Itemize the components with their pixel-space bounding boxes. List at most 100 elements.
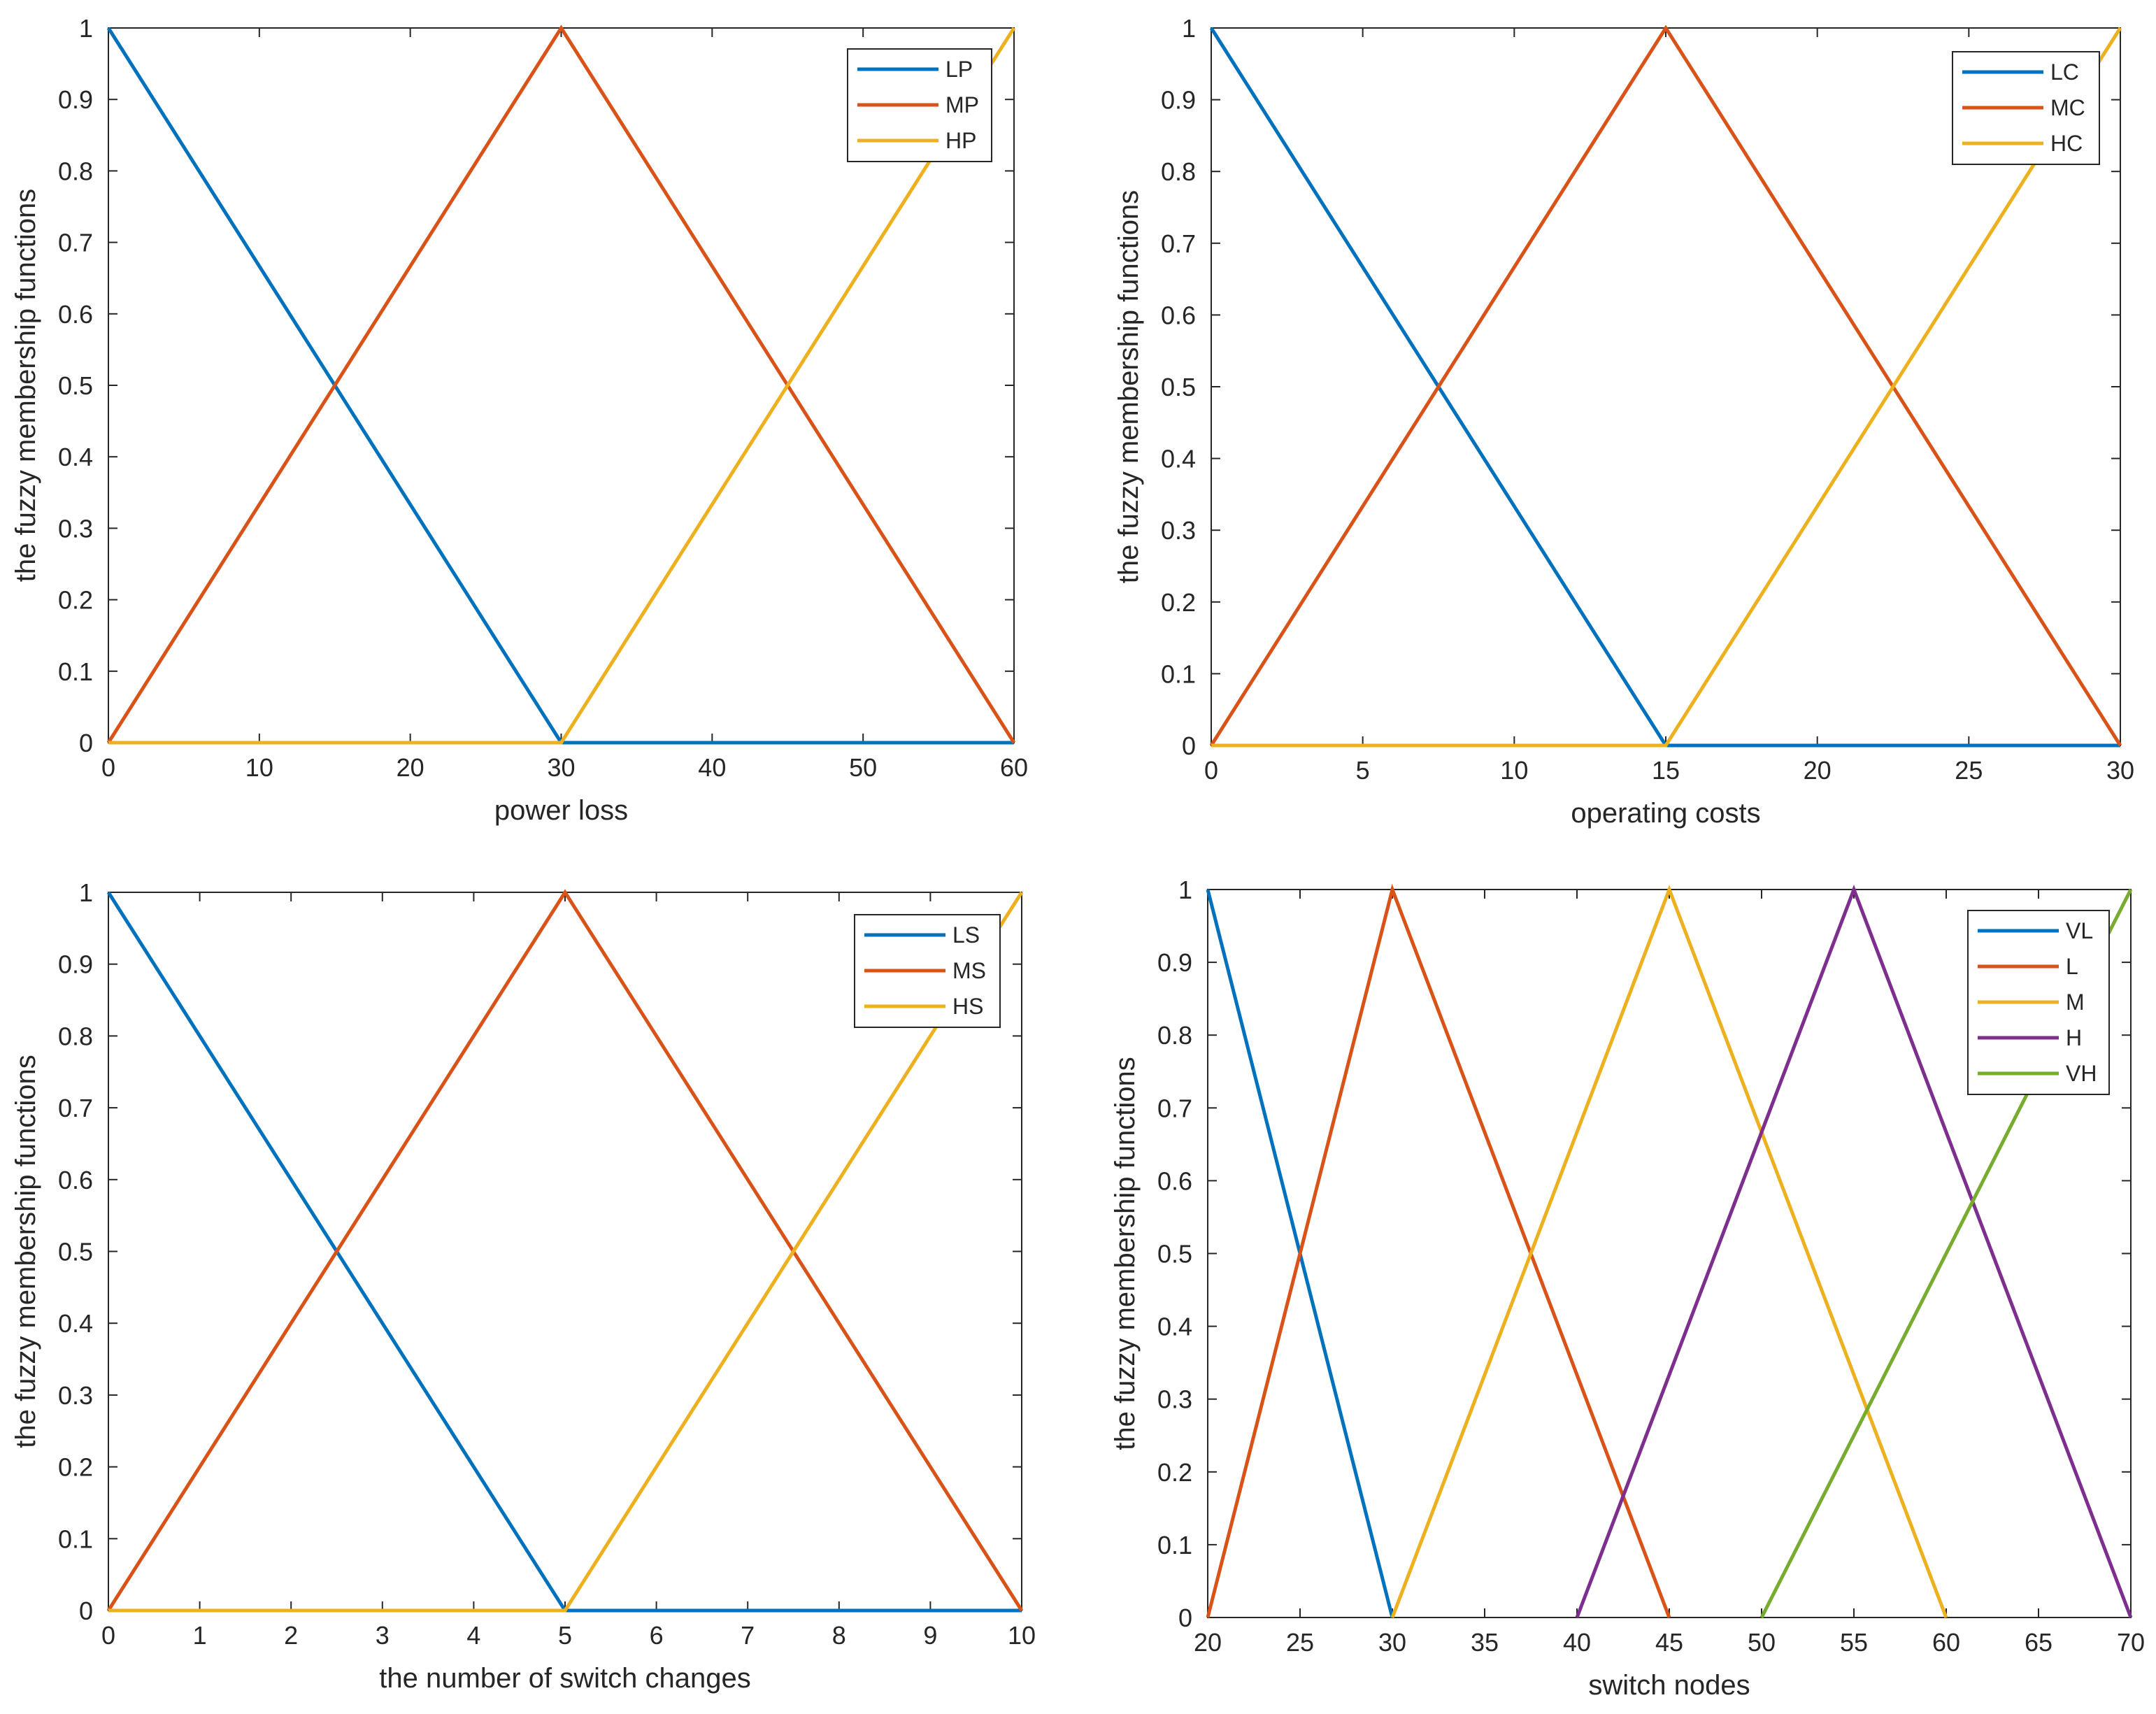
- x-tick-label: 55: [1840, 1628, 1868, 1657]
- x-tick-label: 65: [2025, 1628, 2053, 1657]
- legend-label-ls: LS: [952, 922, 980, 948]
- series-line-l: [1206, 883, 1671, 1618]
- x-tick-label: 40: [1563, 1628, 1591, 1657]
- x-tick-label: 30: [1378, 1628, 1406, 1657]
- y-tick-label: 0.5: [58, 1238, 93, 1266]
- series-line-h: [1575, 884, 2133, 1618]
- legend-label-l: L: [2066, 954, 2078, 979]
- x-tick-label: 0: [1204, 756, 1218, 785]
- y-tick-label: 1: [79, 878, 93, 907]
- y-tick-label: 0.5: [1161, 373, 1196, 401]
- x-tick-label: 3: [376, 1621, 390, 1650]
- y-tick-label: 0.7: [58, 1094, 93, 1122]
- y-tick-label: 0.7: [1161, 229, 1196, 258]
- y-tick-label: 0: [1182, 731, 1196, 760]
- legend: VL LMH VH: [1967, 910, 2110, 1095]
- y-tick-label: 0.6: [1161, 301, 1196, 329]
- legend-label-h: H: [2066, 1025, 2082, 1050]
- y-tick-label: 0.8: [1157, 1021, 1192, 1050]
- legend-label-hc: HC: [2050, 131, 2083, 156]
- y-tick-label: 1: [79, 14, 93, 43]
- series-line-ms: [106, 889, 1024, 1612]
- x-axis-label: the number of switch changes: [379, 1663, 750, 1694]
- series-line-m: [1390, 884, 1948, 1618]
- x-tick-label: 30: [547, 753, 575, 782]
- y-tick-label: 0.3: [58, 514, 93, 543]
- x-tick-label: 7: [741, 1621, 755, 1650]
- panel-switch-changes: 0 1 2 3 4 5 6 7 8 9 10 0 0.1 0.2 0.3 0.4 0.5 0.6 0.7 0.8 0.9…: [10, 878, 1036, 1694]
- y-tick-label: 0.1: [1157, 1531, 1192, 1559]
- x-tick-label: 20: [1804, 756, 1832, 785]
- legend-label-hp: HP: [945, 128, 976, 153]
- y-tick-label: 0.9: [58, 950, 93, 979]
- x-tick-label: 4: [466, 1621, 480, 1650]
- x-tick-label: 60: [1000, 753, 1028, 782]
- legend-label-m: M: [2066, 990, 2085, 1015]
- legend-label-ms: MS: [952, 958, 986, 983]
- y-tick-label: 0.4: [58, 443, 93, 471]
- legend-label-mp: MP: [945, 92, 979, 117]
- x-axis-label: power loss: [494, 795, 628, 826]
- x-tick-label: 30: [2106, 756, 2134, 785]
- y-axis-label: the fuzzy membership functions: [1113, 190, 1144, 583]
- x-tick-label: 1: [193, 1621, 207, 1650]
- x-tick-label: 9: [923, 1621, 937, 1650]
- y-tick-label: 0.8: [1161, 157, 1196, 186]
- y-tick-label: 0.2: [1161, 588, 1196, 617]
- y-tick-label: 0.1: [58, 1524, 93, 1553]
- x-tick-label: 2: [284, 1621, 298, 1650]
- x-tick-label: 20: [397, 753, 424, 782]
- x-tick-label: 10: [1008, 1621, 1036, 1650]
- x-tick-label: 10: [1500, 756, 1528, 785]
- panel-switch-nodes: 20 25 30 35 40 45 50 55 60 65 70 0 0.1 0.2 0.3 0.4 0.5 0.…: [1110, 876, 2145, 1701]
- y-tick-label: 0.2: [1157, 1458, 1192, 1487]
- y-tick-label: 0.4: [1161, 445, 1196, 473]
- x-tick-label: 35: [1471, 1628, 1499, 1657]
- panel-operating-costs: 0 5 10 15 20 25 30 0 0.1 0.2 0.3 0.4 0.5 0.6 0.7 0.8 0.9…: [1113, 14, 2134, 829]
- y-tick-label: 0.8: [58, 1022, 93, 1050]
- legend: LS MS HS: [854, 914, 1001, 1028]
- y-tick-label: 0: [79, 729, 93, 757]
- legend-label-lc: LC: [2050, 59, 2079, 85]
- series-line-mc: [1209, 24, 2122, 747]
- x-tick-label: 5: [558, 1621, 572, 1650]
- y-tick-label: 0.5: [1157, 1240, 1192, 1269]
- legend-label-vl: VL: [2066, 918, 2093, 943]
- series-line-hs: [108, 891, 1024, 1613]
- x-tick-label: 5: [1356, 756, 1370, 785]
- y-tick-label: 0.1: [1161, 659, 1196, 688]
- y-tick-label: 0: [1178, 1604, 1192, 1632]
- legend: LP MP HP: [847, 48, 992, 162]
- x-tick-label: 25: [1286, 1628, 1314, 1657]
- x-tick-label: 50: [1748, 1628, 1776, 1657]
- y-tick-label: 0.1: [58, 657, 93, 686]
- x-tick-label: 6: [650, 1621, 664, 1650]
- y-tick-label: 0.7: [1157, 1094, 1192, 1122]
- legend: LC MC HC: [1952, 51, 2100, 165]
- x-axis-label: operating costs: [1571, 798, 1760, 829]
- y-tick-label: 0.9: [1161, 86, 1196, 115]
- y-tick-label: 0.9: [1157, 948, 1192, 977]
- y-axis-label: the fuzzy membership functions: [10, 189, 41, 582]
- x-tick-label: 45: [1655, 1628, 1683, 1657]
- x-tick-label: 25: [1955, 756, 1983, 785]
- y-tick-label: 0.7: [58, 229, 93, 257]
- y-tick-label: 0.3: [1161, 516, 1196, 545]
- x-tick-label: 0: [101, 1621, 115, 1650]
- x-tick-label: 60: [1932, 1628, 1960, 1657]
- y-axis-label: the fuzzy membership functions: [1110, 1057, 1141, 1450]
- legend-label-vh: VH: [2066, 1061, 2097, 1086]
- y-tick-label: 0.5: [58, 371, 93, 400]
- y-tick-label: 0.6: [58, 300, 93, 329]
- y-tick-label: 0.3: [1157, 1385, 1192, 1414]
- series-line-mp: [106, 24, 1016, 744]
- y-tick-label: 0.3: [58, 1381, 93, 1410]
- y-tick-label: 0.8: [58, 157, 93, 185]
- panel-power-loss: 0 10 20 30 40 50 60 0 0.1 0.2 0.3 0.4 0.5 0.6 0.7 0.8 0.…: [10, 14, 1028, 826]
- legend-label-lp: LP: [945, 57, 973, 82]
- x-tick-label: 10: [245, 753, 273, 782]
- legend-label-mc: MC: [2050, 95, 2085, 120]
- x-tick-label: 50: [849, 753, 877, 782]
- x-tick-label: 20: [1194, 1628, 1222, 1657]
